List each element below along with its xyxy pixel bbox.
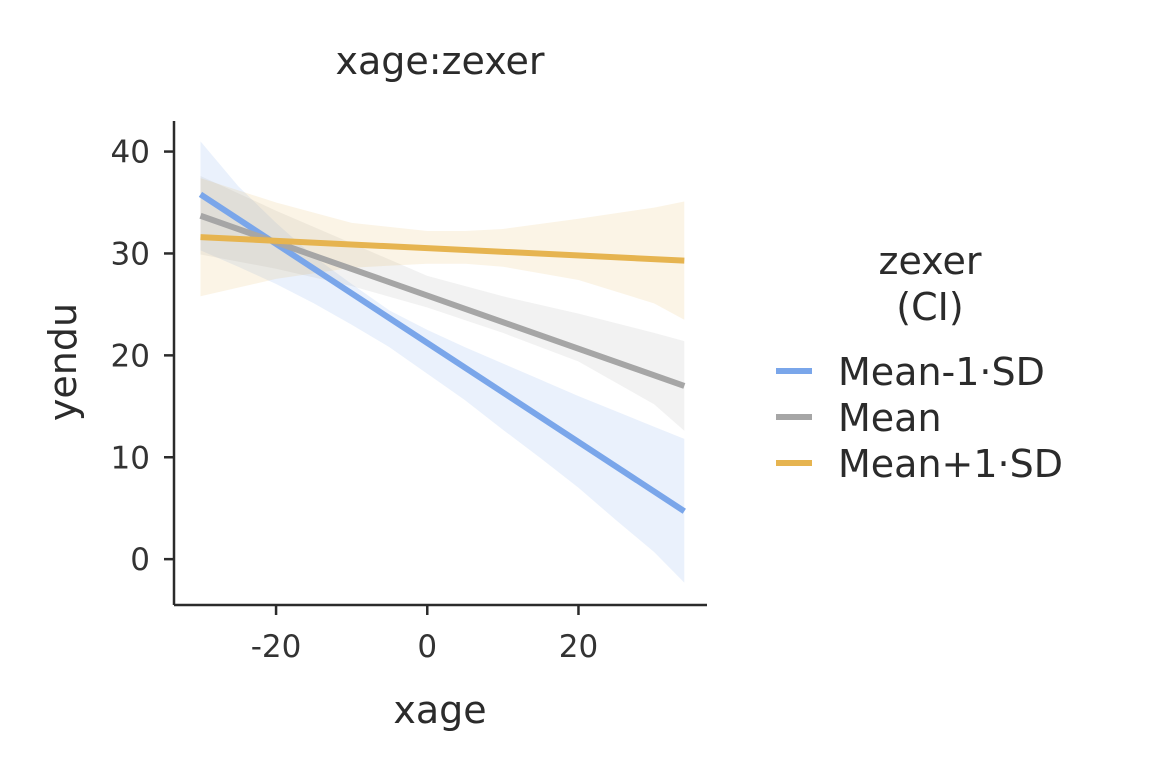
x-axis-title: xage	[393, 688, 486, 732]
series-line-3	[200, 234, 685, 264]
y-tick-label: 20	[111, 338, 150, 374]
ci-band-1	[200, 141, 685, 583]
x-tick-label: -20	[251, 629, 302, 665]
legend-title-line2: (CI)	[896, 285, 963, 329]
regression-lines	[198, 191, 686, 514]
y-axis-title: yendu	[41, 303, 85, 421]
x-axis-ticks: -20 0 20	[251, 605, 598, 665]
legend-title-line1: zexer	[879, 239, 982, 283]
x-tick-label: 20	[559, 629, 598, 665]
y-tick-label: 40	[111, 135, 150, 171]
y-tick-label: 30	[111, 236, 150, 272]
x-tick-label: 0	[417, 629, 437, 665]
y-tick-label: 0	[130, 542, 150, 578]
legend-label-3: Mean+1·SD	[838, 442, 1063, 486]
legend-label-1: Mean-1·SD	[838, 350, 1045, 394]
y-axis-ticks: 0 10 20 30 40	[111, 135, 174, 578]
chart-title: xage:zexer	[335, 39, 544, 83]
legend-label-2: Mean	[838, 396, 942, 440]
y-tick-label: 10	[111, 440, 150, 476]
series-line-2	[199, 212, 686, 389]
